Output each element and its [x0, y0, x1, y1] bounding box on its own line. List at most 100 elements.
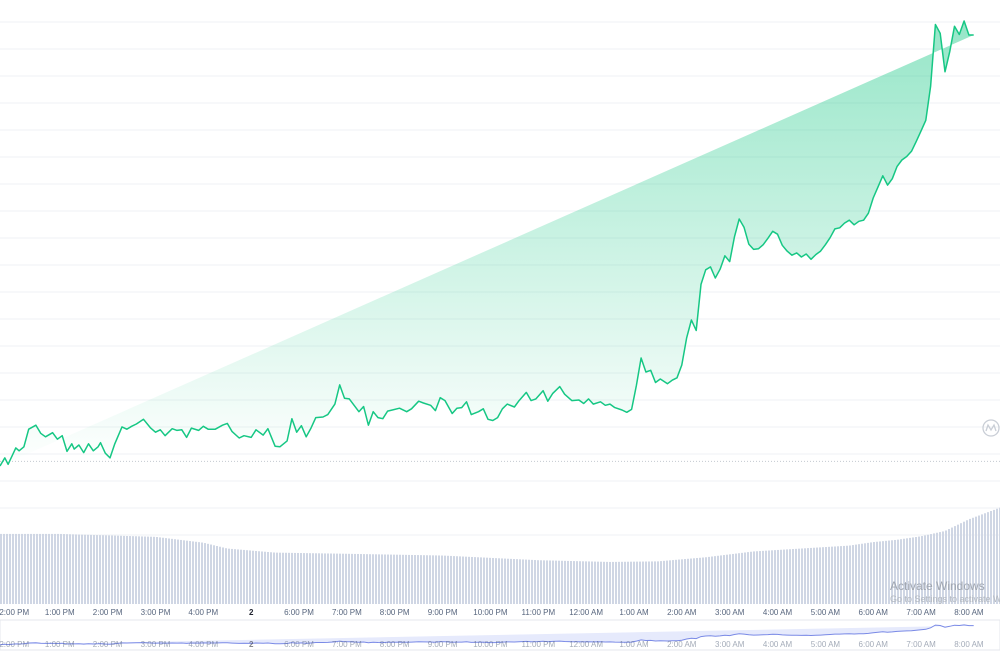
- volume-bar: [339, 553, 341, 604]
- volume-bar: [789, 549, 791, 604]
- volume-bar: [651, 561, 653, 604]
- volume-bar: [963, 521, 965, 604]
- volume-bar: [417, 555, 419, 604]
- navigator-tick-label: 6:00 AM: [859, 640, 889, 649]
- volume-bar: [492, 557, 494, 604]
- volume-bar: [114, 535, 116, 604]
- volume-bar: [129, 536, 131, 604]
- volume-bar: [240, 549, 242, 604]
- volume-bar: [126, 535, 128, 604]
- volume-bar: [87, 534, 89, 604]
- volume-bar: [231, 548, 233, 604]
- volume-bar: [726, 554, 728, 604]
- volume-bar: [444, 555, 446, 604]
- volume-bar: [462, 556, 464, 604]
- volume-bar: [21, 533, 23, 604]
- range-navigator[interactable]: 12:00 PM 1:00 PM 2:00 PM 3:00 PM 4:00 PM 2 6:0…: [0, 619, 1000, 651]
- x-tick-label: 7:00 AM: [906, 608, 936, 617]
- volume-bar: [669, 560, 671, 604]
- volume-bar: [165, 538, 167, 604]
- volume-bar: [144, 536, 146, 604]
- volume-bar: [690, 558, 692, 604]
- watermark-subtitle: Go to Settings to activate W: [890, 594, 1000, 604]
- volume-bar: [303, 553, 305, 604]
- x-tick-label: 4:00 PM: [188, 608, 218, 617]
- volume-bar: [786, 549, 788, 604]
- volume-bar: [234, 549, 236, 604]
- volume-bar: [108, 535, 110, 604]
- navigator-tick-label: 12:00 AM: [569, 640, 603, 649]
- volume-bar: [738, 553, 740, 604]
- volume-bar: [699, 557, 701, 604]
- volume-bar: [816, 547, 818, 604]
- navigator-tick-label: 10:00 PM: [473, 640, 508, 649]
- volume-bar: [348, 553, 350, 604]
- volume-bar: [609, 561, 611, 604]
- volume-bar: [168, 538, 170, 604]
- volume-bar: [540, 560, 542, 604]
- navigator-tick-label: 2: [249, 640, 254, 649]
- volume-bar: [270, 552, 272, 604]
- volume-bar: [939, 532, 941, 604]
- volume-bar: [717, 555, 719, 604]
- volume-bar: [387, 554, 389, 604]
- volume-bar: [243, 549, 245, 604]
- volume-bar: [276, 552, 278, 604]
- navigator-tick-label: 7:00 PM: [332, 640, 362, 649]
- volume-bar: [291, 552, 293, 604]
- volume-bar: [684, 559, 686, 604]
- volume-bar: [708, 556, 710, 604]
- volume-bar: [918, 536, 920, 604]
- volume-bar: [495, 558, 497, 604]
- volume-bar: [576, 561, 578, 604]
- volume-bar: [147, 536, 149, 604]
- volume-bar: [384, 554, 386, 604]
- volume-bar: [903, 538, 905, 604]
- volume-bar: [777, 549, 779, 604]
- volume-bar: [261, 551, 263, 604]
- volume-bar: [30, 533, 32, 604]
- volume-bar: [960, 523, 962, 604]
- volume-bar: [705, 557, 707, 604]
- navigator-tick-label: 8:00 PM: [380, 640, 410, 649]
- volume-bar: [324, 553, 326, 604]
- volume-bar: [66, 534, 68, 604]
- navigator-tick-label: 2:00 PM: [93, 640, 123, 649]
- x-tick-label: 1:00 PM: [45, 608, 75, 617]
- volume-bar: [69, 534, 71, 604]
- volume-bar: [720, 555, 722, 604]
- volume-bar: [369, 554, 371, 604]
- volume-bar: [795, 548, 797, 604]
- volume-bar: [330, 553, 332, 604]
- volume-bar: [885, 540, 887, 604]
- volume-bar: [279, 552, 281, 604]
- x-tick-label: 5:00 AM: [811, 608, 841, 617]
- volume-bar: [258, 551, 260, 604]
- volume-bar: [996, 508, 998, 604]
- volume-bar: [615, 561, 617, 604]
- volume-bar: [909, 537, 911, 604]
- volume-bar: [39, 533, 41, 604]
- volume-bar: [822, 547, 824, 604]
- volume-bar: [192, 541, 194, 604]
- volume-bar: [573, 561, 575, 604]
- navigator-tick-label: 11:00 PM: [521, 640, 555, 649]
- volume-bar: [141, 536, 143, 604]
- navigator-line: [0, 624, 974, 646]
- volume-bar: [600, 561, 602, 604]
- volume-bar: [321, 553, 323, 604]
- volume-bar: [624, 561, 626, 604]
- volume-bar: [318, 553, 320, 604]
- volume-bar: [798, 548, 800, 604]
- volume-bar: [804, 548, 806, 604]
- volume-bar: [735, 553, 737, 604]
- logo-ring: [982, 419, 1000, 437]
- volume-bar: [204, 543, 206, 604]
- volume-bar: [15, 533, 17, 604]
- volume-bar: [852, 545, 854, 604]
- volume-bar: [471, 556, 473, 604]
- volume-bar: [477, 557, 479, 604]
- volume-bar: [858, 544, 860, 604]
- volume-bar: [93, 534, 95, 604]
- volume-bar: [120, 535, 122, 604]
